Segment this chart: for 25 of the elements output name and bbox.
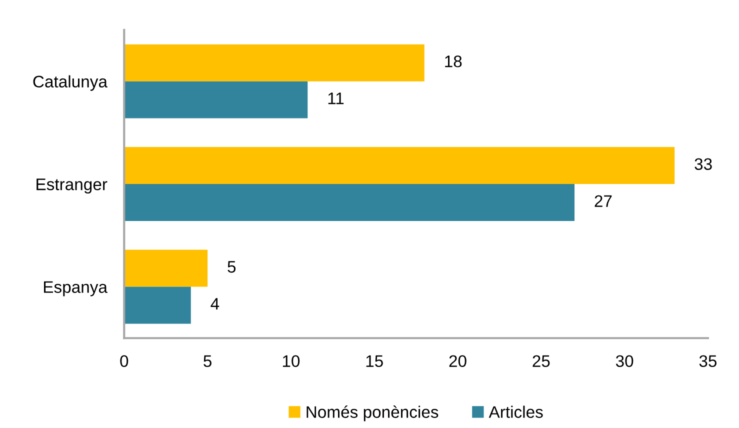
bar [124,147,675,184]
data-label: 18 [445,56,462,68]
data-label: 5 [228,261,236,273]
bar [124,286,191,324]
x-tick-label: 20 [449,355,466,368]
x-tick-label: 15 [366,355,383,368]
bar [124,44,424,82]
data-label: 4 [210,298,220,310]
data-label: 27 [594,195,612,207]
y-tick-label: Estranger [36,178,108,194]
legend-label: Articles [488,406,543,418]
x-tick-label: 0 [120,355,128,368]
x-tick-label: 10 [282,355,300,368]
data-label: 11 [328,92,344,104]
x-tick-label: 35 [699,355,717,368]
bar [124,184,575,222]
x-tick-label: 30 [616,355,634,368]
x-tick-label: 25 [532,355,550,368]
bar [124,81,308,118]
y-tick-label: Catalunya [33,75,108,91]
y-tick-label: Espanya [44,281,108,296]
data-label: 33 [694,158,712,170]
x-tick-label: 5 [204,355,212,368]
legend-label: Només ponències [306,406,438,422]
bar [124,250,208,287]
